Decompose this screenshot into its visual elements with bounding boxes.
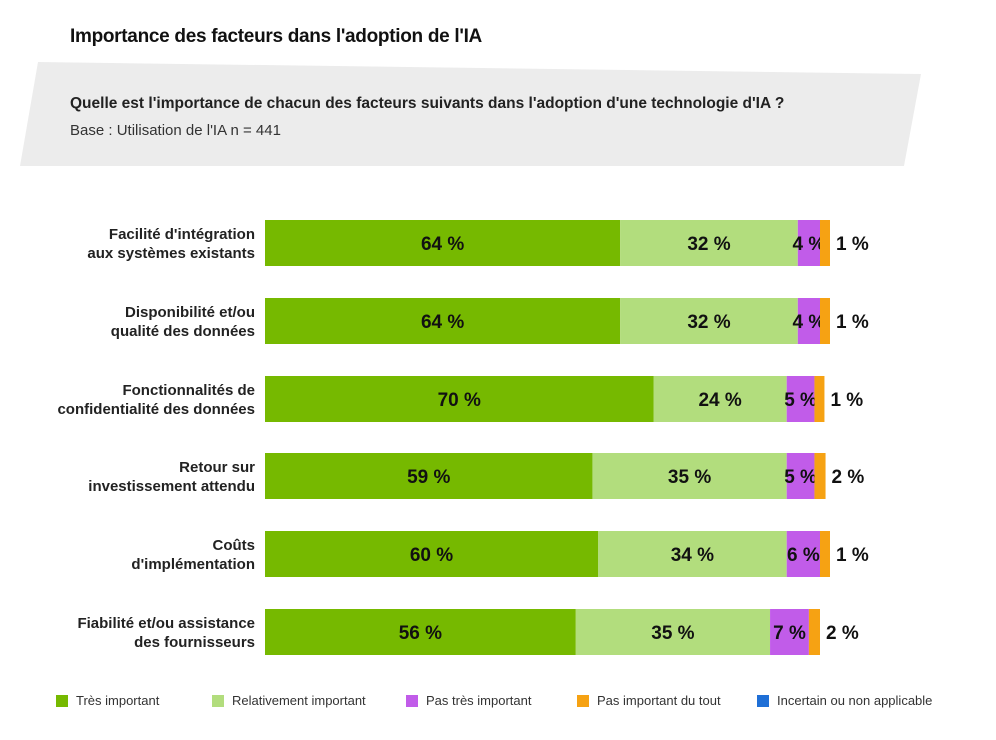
legend-item: Incertain ou non applicable <box>757 693 932 708</box>
bar-row: Retour sur investissement attendu 59 % 35 %… <box>88 453 864 499</box>
category-label: Coûts d'implémentation <box>131 537 255 573</box>
legend-item: Relativement important <box>212 693 366 708</box>
data-label: 6 % <box>787 545 820 566</box>
legend-swatch <box>406 694 418 707</box>
legend-swatch <box>212 694 224 707</box>
category-label: Facilité d'intégration aux systèmes exist… <box>87 226 255 262</box>
bar-row: Coûts d'implémentation 60 % 34 % 6 % 1 % <box>131 531 869 577</box>
legend-swatch <box>577 694 589 707</box>
data-label: 64 % <box>421 312 464 333</box>
bar-segment <box>820 531 830 577</box>
legend: Très important Relativement important Pas … <box>56 693 976 709</box>
legend-swatch <box>757 694 769 707</box>
bar-segment <box>265 298 621 344</box>
bar-segment <box>653 376 787 422</box>
data-label: 56 % <box>399 623 442 644</box>
data-label: 1 % <box>836 234 869 255</box>
data-label: 24 % <box>698 390 741 411</box>
bar-segment <box>265 376 654 422</box>
legend-label: Très important <box>76 693 160 708</box>
bar-segment <box>620 220 798 266</box>
bar-segment <box>797 298 820 344</box>
data-label: 32 % <box>687 234 730 255</box>
legend-label: Relativement important <box>232 693 366 708</box>
bar-segment <box>786 531 820 577</box>
bar-segment <box>598 531 787 577</box>
data-label: 7 % <box>773 623 806 644</box>
category-label: Fonctionnalités de confidentialité des do… <box>57 382 255 418</box>
sample-base: Base : Utilisation de l'IA n = 441 <box>70 122 281 139</box>
legend-item: Pas important du tout <box>577 693 721 708</box>
data-label: 1 % <box>836 312 869 333</box>
category-label: Disponibilité et/ou qualité des données <box>111 304 255 340</box>
data-label: 2 % <box>832 467 865 488</box>
bar-row: Fiabilité et/ou assistance des fournisseu… <box>77 609 859 655</box>
legend-label: Incertain ou non applicable <box>777 693 933 708</box>
bar-row: Disponibilité et/ou qualité des données 64… <box>111 298 869 344</box>
data-label: 2 % <box>826 623 859 644</box>
category-label: Retour sur investissement attendu <box>88 459 255 495</box>
data-label: 4 % <box>793 234 826 255</box>
bar-row: Fonctionnalités de confidentialité des do… <box>57 376 863 422</box>
data-label: 5 % <box>784 467 817 488</box>
bar-segment <box>265 220 621 266</box>
data-label: 4 % <box>793 312 826 333</box>
bar-segment <box>265 609 576 655</box>
data-label: 34 % <box>671 545 714 566</box>
stacked-bar-chart: Facilité d'intégration aux systèmes exist… <box>57 220 869 655</box>
data-label: 1 % <box>836 545 869 566</box>
data-label: 64 % <box>421 234 464 255</box>
bar-segment <box>786 376 815 422</box>
data-label: 1 % <box>830 390 863 411</box>
bar-row: Facilité d'intégration aux systèmes exist… <box>87 220 869 266</box>
bar-segment <box>575 609 771 655</box>
data-label: 5 % <box>784 390 817 411</box>
legend-label: Pas important du tout <box>597 693 721 708</box>
data-label: 32 % <box>687 312 730 333</box>
data-label: 59 % <box>407 467 450 488</box>
data-label: 70 % <box>438 390 481 411</box>
data-label: 35 % <box>668 467 711 488</box>
bar-segment <box>808 609 820 655</box>
legend-label: Pas très important <box>426 693 532 708</box>
chart-title: Importance des facteurs dans l'adoption … <box>70 26 482 47</box>
bar-segment <box>797 220 820 266</box>
bar-segment <box>786 453 815 499</box>
legend-item: Pas très important <box>406 693 532 708</box>
bar-segment <box>265 531 598 577</box>
survey-question: Quelle est l'importance de chacun des fa… <box>70 95 785 112</box>
bar-segment <box>770 609 809 655</box>
bar-segment <box>820 298 830 344</box>
category-label: Fiabilité et/ou assistance des fournisseu… <box>77 615 255 651</box>
legend-swatch <box>56 694 68 707</box>
bar-segment <box>592 453 787 499</box>
legend-item: Très important <box>56 693 159 708</box>
data-label: 35 % <box>651 623 694 644</box>
bar-segment <box>814 376 825 422</box>
bar-segment <box>620 298 798 344</box>
bar-segment <box>820 220 830 266</box>
data-label: 60 % <box>410 545 453 566</box>
bar-segment <box>265 453 593 499</box>
bar-segment <box>814 453 826 499</box>
